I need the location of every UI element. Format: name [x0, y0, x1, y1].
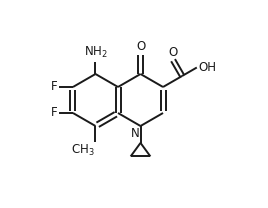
- Text: OH: OH: [199, 61, 217, 74]
- Text: F: F: [51, 80, 58, 94]
- Text: O: O: [136, 41, 145, 53]
- Text: O: O: [169, 46, 178, 59]
- Text: NH$_2$: NH$_2$: [84, 45, 107, 60]
- Text: F: F: [51, 106, 58, 120]
- Text: N: N: [131, 127, 140, 140]
- Text: CH$_3$: CH$_3$: [71, 143, 95, 158]
